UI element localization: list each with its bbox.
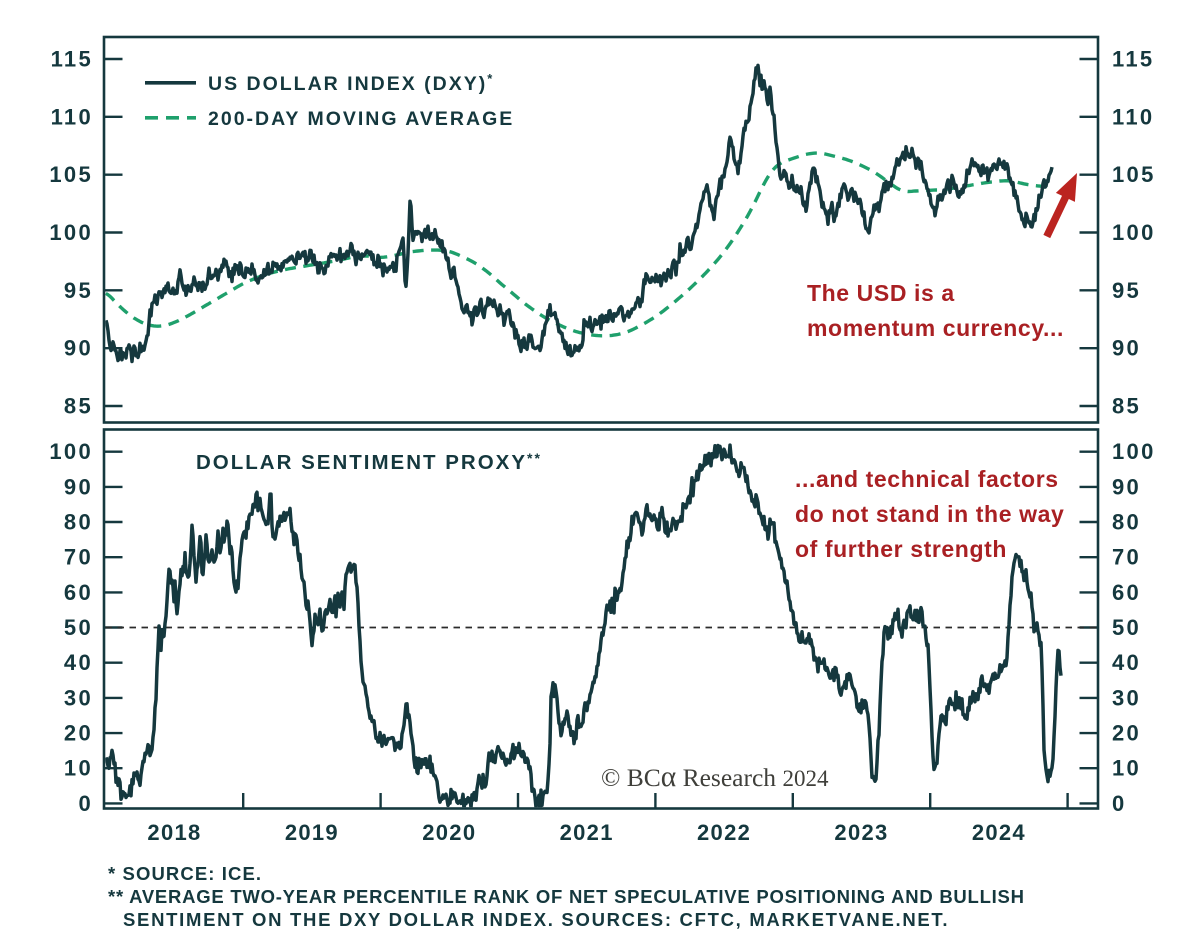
svg-text:100: 100 (49, 220, 93, 245)
svg-text:90: 90 (1112, 474, 1141, 499)
svg-text:20: 20 (64, 721, 93, 746)
svg-text:85: 85 (64, 394, 93, 419)
svg-text:US DOLLAR INDEX (DXY)*: US DOLLAR INDEX (DXY)* (208, 71, 494, 95)
svg-text:DOLLAR SENTIMENT PROXY**: DOLLAR SENTIMENT PROXY** (196, 450, 542, 474)
svg-text:20: 20 (1112, 721, 1141, 746)
svg-text:70: 70 (64, 545, 93, 570)
svg-text:100: 100 (1112, 439, 1156, 464)
svg-text:50: 50 (1112, 615, 1141, 640)
svg-text:2023: 2023 (834, 820, 888, 845)
svg-text:30: 30 (64, 685, 93, 710)
svg-text:10: 10 (1112, 756, 1141, 781)
svg-text:105: 105 (49, 162, 93, 187)
svg-text:40: 40 (64, 650, 93, 675)
svg-text:...and technical factors: ...and technical factors (795, 466, 1059, 492)
svg-text:30: 30 (1112, 685, 1141, 710)
svg-text:** AVERAGE TWO-YEAR PERCENTILE: ** AVERAGE TWO-YEAR PERCENTILE RANK OF N… (108, 886, 1025, 907)
svg-text:90: 90 (1112, 336, 1141, 361)
svg-text:95: 95 (1112, 278, 1141, 303)
svg-text:80: 80 (64, 510, 93, 535)
svg-text:of further strength: of further strength (795, 536, 1007, 562)
svg-text:2018: 2018 (147, 820, 201, 845)
svg-text:200-DAY MOVING AVERAGE: 200-DAY MOVING AVERAGE (208, 108, 514, 130)
svg-text:90: 90 (64, 474, 93, 499)
svg-text:2022: 2022 (697, 820, 751, 845)
svg-text:100: 100 (49, 439, 93, 464)
svg-text:80: 80 (1112, 510, 1141, 535)
svg-text:10: 10 (64, 756, 93, 781)
svg-text:100: 100 (1112, 220, 1156, 245)
svg-text:95: 95 (64, 278, 93, 303)
svg-text:105: 105 (1112, 162, 1156, 187)
svg-text:60: 60 (1112, 580, 1141, 605)
svg-text:0: 0 (1112, 791, 1127, 816)
svg-text:2021: 2021 (560, 820, 614, 845)
svg-text:momentum currency...: momentum currency... (807, 315, 1064, 341)
svg-text:do not stand in the way: do not stand in the way (795, 501, 1064, 527)
svg-text:90: 90 (64, 336, 93, 361)
svg-text:2020: 2020 (422, 820, 476, 845)
svg-text:40: 40 (1112, 650, 1141, 675)
svg-text:2019: 2019 (285, 820, 339, 845)
svg-text:60: 60 (64, 580, 93, 605)
svg-text:* SOURCE: ICE.: * SOURCE: ICE. (108, 863, 262, 884)
svg-text:70: 70 (1112, 545, 1141, 570)
svg-text:85: 85 (1112, 394, 1141, 419)
svg-text:SENTIMENT ON THE DXY DOLLAR IN: SENTIMENT ON THE DXY DOLLAR INDEX. SOURC… (123, 909, 949, 930)
svg-text:2024: 2024 (972, 820, 1026, 845)
svg-text:The USD is a: The USD is a (807, 280, 955, 306)
svg-text:110: 110 (51, 104, 93, 129)
svg-text:50: 50 (64, 615, 93, 640)
svg-text:110: 110 (1112, 104, 1154, 129)
svg-text:0: 0 (78, 791, 93, 816)
svg-text:115: 115 (1112, 47, 1154, 72)
svg-text:115: 115 (51, 47, 93, 72)
svg-text:© BCα Research 2024: © BCα Research 2024 (601, 761, 829, 793)
